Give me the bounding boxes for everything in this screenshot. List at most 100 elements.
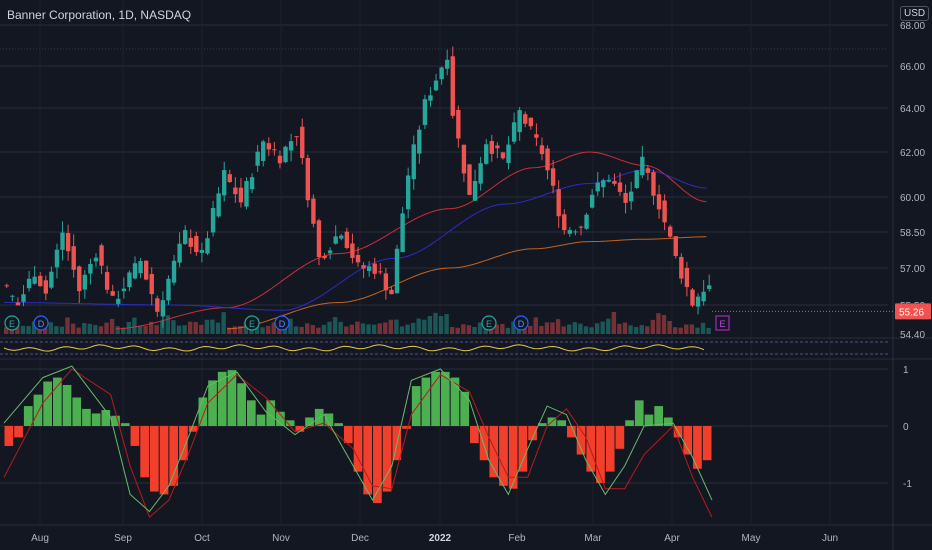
- candle-body: [433, 80, 439, 91]
- volume-bar: [472, 326, 477, 334]
- volume-bar: [160, 320, 165, 334]
- histogram-bar: [440, 371, 450, 426]
- time-axis-label: Aug: [31, 533, 49, 544]
- candle-body: [623, 192, 628, 203]
- candle-body: [556, 189, 561, 217]
- histogram-bar: [246, 400, 256, 426]
- histogram-bar: [683, 426, 693, 455]
- volume-bar: [288, 318, 293, 334]
- candle-body: [15, 302, 21, 306]
- volume-bar: [594, 323, 600, 334]
- candle-body: [350, 243, 355, 258]
- volume-bar: [238, 325, 243, 334]
- volume-bar: [204, 319, 210, 334]
- candle-body: [695, 296, 701, 307]
- price-axis-tick-label: 54.40: [900, 330, 925, 341]
- candle-body: [472, 181, 478, 201]
- histogram-bar: [644, 414, 654, 426]
- candle-body: [634, 170, 639, 188]
- histogram-bar: [460, 391, 470, 426]
- candle-body: [595, 182, 600, 192]
- volume-bar: [572, 322, 578, 334]
- candle-body: [601, 180, 606, 188]
- candle-body: [656, 194, 662, 210]
- time-axis-label: Sep: [114, 533, 132, 544]
- candle-body: [222, 170, 227, 196]
- histogram-bar: [14, 426, 23, 438]
- moving-average-line: [4, 169, 707, 311]
- histogram-bar: [664, 417, 673, 426]
- price-axis-tick-label: 57.00: [900, 264, 925, 275]
- volume-bar: [37, 328, 42, 334]
- dividend-marker[interactable]: [33, 315, 49, 331]
- volume-bar: [349, 324, 355, 334]
- candle-body: [60, 232, 65, 250]
- histogram-bar: [382, 426, 392, 492]
- volume-bar: [678, 327, 683, 334]
- currency-button[interactable]: USD: [900, 6, 930, 21]
- histogram-bar: [411, 386, 421, 426]
- oscillator-green-line: [3, 365, 713, 513]
- candle-body: [26, 278, 32, 289]
- candle-body: [160, 300, 166, 317]
- volume-bar: [26, 326, 31, 334]
- volume-bar: [433, 312, 438, 334]
- candle-body: [673, 236, 678, 256]
- volume-bar: [466, 325, 472, 334]
- histogram-bar: [217, 371, 227, 426]
- candle-body: [361, 265, 366, 269]
- earnings-marker[interactable]: [244, 315, 260, 331]
- histogram-bar: [237, 383, 246, 426]
- histogram-bar: [266, 400, 276, 426]
- histogram-bar: [499, 426, 508, 486]
- volume-bar: [87, 323, 92, 334]
- histogram-bar: [188, 426, 198, 432]
- time-axis-label: Oct: [194, 533, 210, 544]
- candle-body: [445, 59, 450, 69]
- histogram-bar: [130, 426, 140, 446]
- candle-body: [99, 245, 104, 266]
- candle-body: [88, 263, 93, 274]
- volume-bar: [15, 325, 20, 334]
- upcoming-earnings-marker[interactable]: [715, 315, 730, 331]
- price-axis-tick-label: 58.50: [900, 228, 925, 239]
- time-axis-label: Nov: [272, 533, 290, 544]
- volume-bar: [550, 322, 555, 334]
- volume-bar: [121, 327, 126, 334]
- volume-bar: [583, 326, 589, 334]
- earnings-marker[interactable]: [481, 315, 497, 331]
- volume-bar: [667, 320, 672, 334]
- volume-bar: [483, 326, 488, 334]
- candle-body: [668, 226, 673, 237]
- dividend-marker-label: D: [518, 319, 525, 329]
- earnings-marker[interactable]: [4, 315, 20, 331]
- candle-body: [283, 146, 288, 163]
- candle-body: [701, 291, 706, 302]
- volume-bar: [115, 326, 120, 334]
- candle-body: [277, 155, 283, 164]
- volume-bar: [628, 325, 633, 334]
- histogram-bar: [615, 426, 625, 449]
- candle-body: [322, 255, 327, 259]
- histogram-bar: [508, 426, 518, 489]
- candle-body: [534, 134, 539, 138]
- histogram-bar: [654, 406, 664, 426]
- dividend-marker[interactable]: [513, 315, 529, 331]
- chart-title: Banner Corporation, 1D, NASDAQ: [7, 8, 192, 22]
- histogram-bar: [52, 377, 62, 426]
- time-axis-label: Mar: [584, 533, 602, 544]
- volume-bar: [54, 326, 59, 334]
- volume-bar: [444, 314, 449, 334]
- candle-body: [93, 257, 99, 262]
- volume-bar: [449, 327, 455, 334]
- candle-body: [539, 145, 545, 155]
- candle-body: [255, 151, 260, 166]
- candle-body: [495, 145, 500, 149]
- candle-body: [578, 226, 584, 228]
- dividend-marker[interactable]: [274, 315, 290, 331]
- volume-bar: [187, 321, 193, 334]
- candle-body: [545, 148, 550, 171]
- volume-bar: [500, 323, 505, 334]
- candle-body: [49, 271, 54, 288]
